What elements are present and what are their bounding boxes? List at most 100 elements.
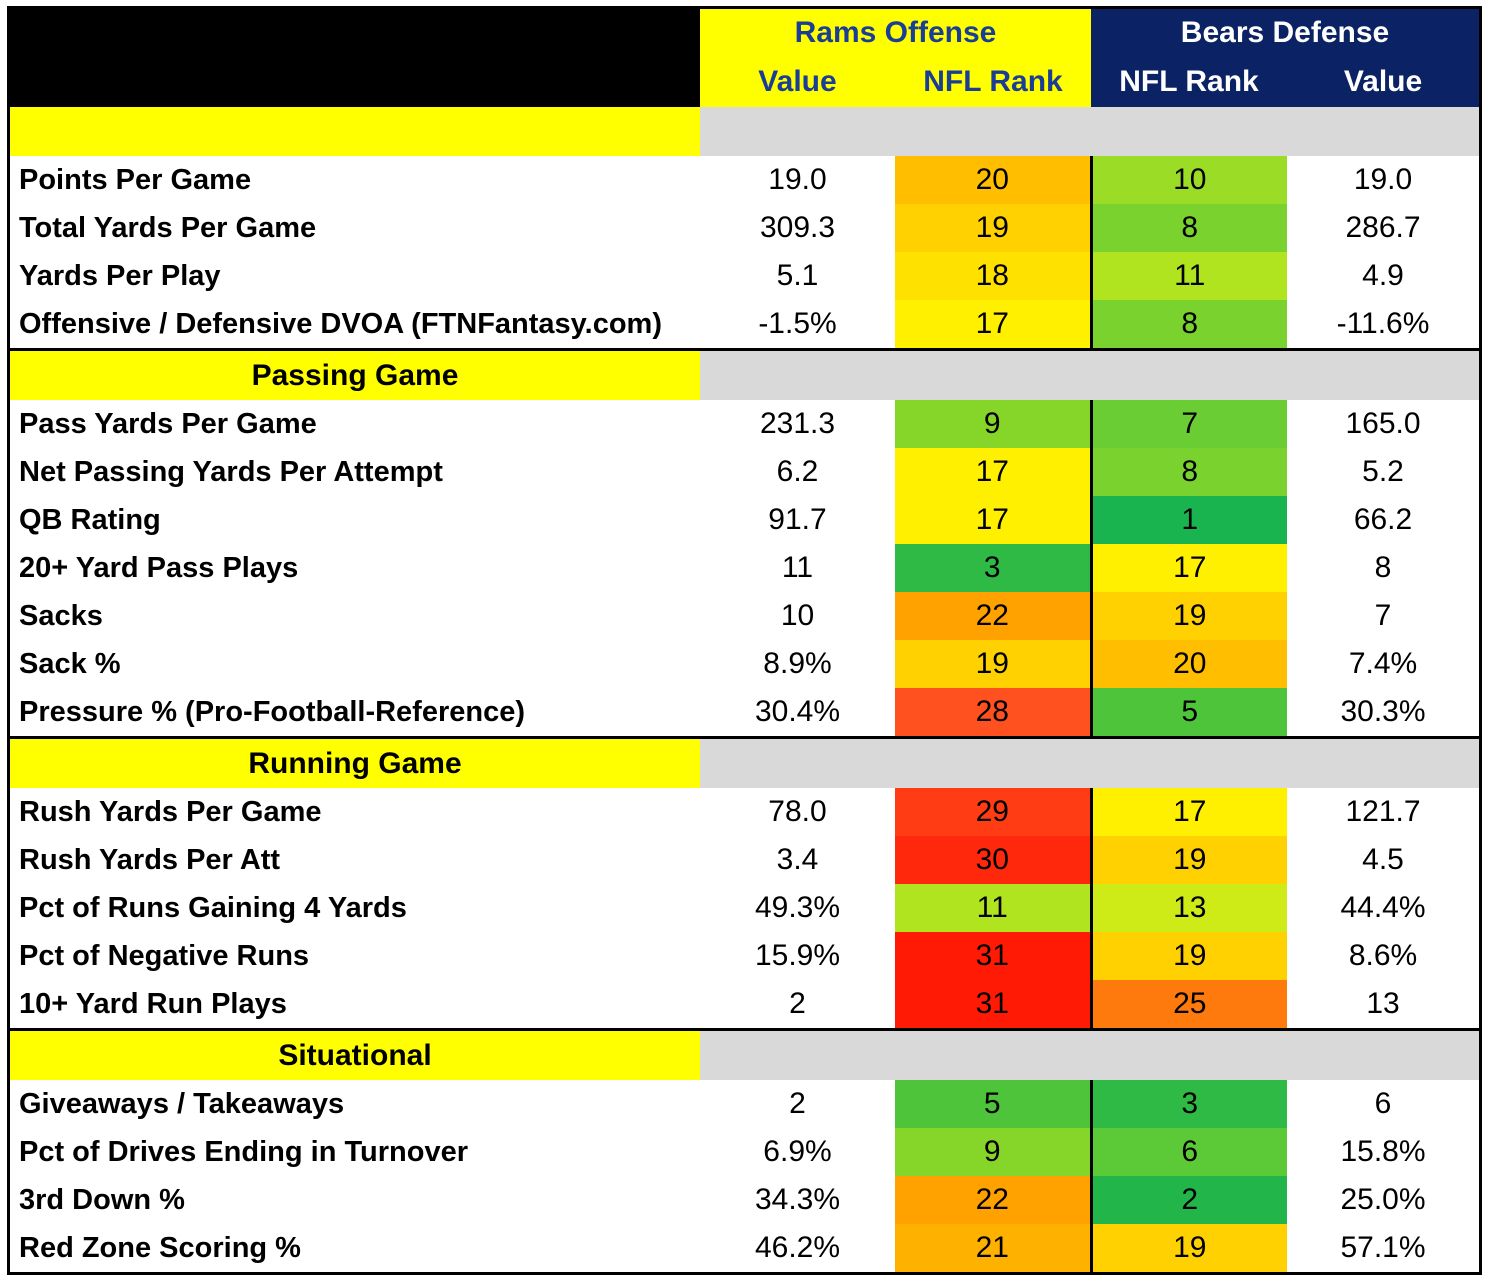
bears-rank: 3 — [1089, 1080, 1287, 1128]
bears-value: 165.0 — [1345, 407, 1421, 440]
bears-rank-header: NFL Rank — [1091, 57, 1287, 107]
bears-rank: 19 — [1089, 932, 1287, 980]
table-row: Rush Yards Per Att 3.4 30 19 4.5 — [10, 836, 1479, 884]
section-title: Running Game — [10, 736, 700, 788]
stat-label: Pct of Negative Runs — [19, 939, 310, 972]
matchup-stats-table: Rams Offense Bears Defense Value NFL Ran… — [7, 6, 1482, 1275]
rams-rank: 21 — [895, 1224, 1091, 1272]
bears-rank: 17 — [1089, 544, 1287, 592]
rams-rank: 19 — [895, 640, 1091, 688]
bears-value: 30.3% — [1340, 695, 1426, 728]
table-row: Pct of Drives Ending in Turnover 6.9% 9 6 15… — [10, 1128, 1479, 1176]
bears-rank: 7 — [1089, 400, 1287, 448]
bears-rank: 5 — [1089, 688, 1287, 738]
rams-value: 30.4% — [754, 695, 841, 728]
rams-value: 34.3% — [754, 1183, 841, 1216]
rams-rank: 5 — [895, 1080, 1091, 1128]
bears-value: 7.4% — [1348, 647, 1418, 680]
bears-rank: 8 — [1089, 204, 1287, 252]
rams-value: 2 — [789, 987, 806, 1020]
bears-rank: 25 — [1089, 980, 1287, 1030]
bears-rank: 8 — [1089, 300, 1287, 350]
bears-value: 66.2 — [1353, 503, 1413, 536]
rams-rank: 3 — [895, 544, 1091, 592]
rams-value: 15.9% — [754, 939, 841, 972]
rams-rank: 9 — [895, 1128, 1091, 1176]
rams-offense-title: Rams Offense — [700, 9, 1091, 57]
table-row: Pct of Runs Gaining 4 Yards 49.3% 11 13 44.4… — [10, 884, 1479, 932]
rams-value: 78.0 — [768, 795, 827, 828]
stat-label: Pass Yards Per Game — [19, 407, 317, 440]
bears-value: 286.7 — [1345, 211, 1421, 244]
rams-value: 10 — [780, 599, 815, 632]
section-title — [10, 107, 700, 156]
table-row: Total Yards Per Game 309.3 19 8 286.7 — [10, 204, 1479, 252]
rams-rank: 30 — [895, 836, 1091, 884]
bears-value: 4.9 — [1362, 259, 1404, 292]
bears-rank: 1 — [1089, 496, 1287, 544]
rams-value: 11 — [781, 551, 814, 584]
section-header: Passing Game — [10, 348, 1480, 400]
stat-label: Rush Yards Per Att — [19, 843, 281, 876]
bears-value: 4.5 — [1362, 843, 1404, 876]
rams-value: 46.2% — [754, 1231, 841, 1264]
section-spacer — [700, 348, 1480, 400]
bears-rank: 6 — [1089, 1128, 1287, 1176]
bears-rank: 2 — [1089, 1176, 1287, 1224]
section-header: Situational — [10, 1028, 1480, 1080]
stat-label: Points Per Game — [19, 163, 252, 196]
bears-value: 57.1% — [1340, 1231, 1426, 1264]
stat-label: Sack % — [19, 647, 121, 680]
section-header — [10, 107, 1480, 156]
section-header: Running Game — [10, 736, 1480, 788]
rams-value: 309.3 — [759, 211, 836, 244]
rams-value: 6.2 — [776, 455, 819, 488]
table-row: Yards Per Play 5.1 18 11 4.9 — [10, 252, 1479, 300]
stat-label: Pressure % (Pro-Football-Reference) — [19, 695, 526, 728]
rams-value-header: Value — [700, 57, 895, 107]
section-title: Passing Game — [10, 348, 700, 400]
table-row: Rush Yards Per Game 78.0 29 17 121.7 — [10, 788, 1479, 836]
table-row: Red Zone Scoring % 46.2% 21 19 57.1% — [10, 1224, 1479, 1272]
rams-value: 6.9% — [763, 1135, 832, 1168]
rams-rank: 29 — [895, 788, 1091, 836]
rams-value: 5.1 — [776, 259, 819, 292]
bears-rank: 19 — [1089, 836, 1287, 884]
bears-rank: 10 — [1089, 156, 1287, 204]
rams-rank: 17 — [895, 496, 1091, 544]
bears-rank: 11 — [1089, 252, 1287, 300]
rams-value: -1.5% — [758, 307, 837, 340]
rams-value: 3.4 — [776, 843, 819, 876]
bears-value: 121.7 — [1345, 795, 1421, 828]
stat-label: Pct of Drives Ending in Turnover — [19, 1135, 469, 1168]
table-row: Sack % 8.9% 19 20 7.4% — [10, 640, 1479, 688]
bears-rank: 19 — [1089, 592, 1287, 640]
rams-value: 8.9% — [763, 647, 832, 680]
stat-label: Total Yards Per Game — [19, 211, 317, 244]
stat-label: QB Rating — [19, 503, 161, 536]
table-row: Offensive / Defensive DVOA (FTNFantasy.c… — [10, 300, 1479, 350]
rams-rank: 18 — [895, 252, 1091, 300]
rams-rank-header: NFL Rank — [895, 57, 1091, 107]
table-row: Pct of Negative Runs 15.9% 31 19 8.6% — [10, 932, 1479, 980]
bears-value: 19.0 — [1353, 163, 1413, 196]
bears-value: 13 — [1366, 987, 1400, 1020]
table-row: 20+ Yard Pass Plays 11 3 17 8 — [10, 544, 1479, 592]
stat-label: 10+ Yard Run Plays — [19, 987, 287, 1020]
table-row: 10+ Yard Run Plays 2 31 25 13 — [10, 980, 1479, 1030]
stat-label: Giveaways / Takeaways — [19, 1087, 345, 1120]
stat-label: 20+ Yard Pass Plays — [19, 551, 299, 584]
stat-label: Pct of Runs Gaining 4 Yards — [19, 891, 407, 924]
rams-value: 19.0 — [768, 163, 827, 196]
header-black-block — [10, 9, 700, 107]
stat-label: Sacks — [19, 599, 103, 632]
stat-label: Offensive / Defensive DVOA (FTNFantasy.c… — [19, 307, 662, 340]
table-row: Pass Yards Per Game 231.3 9 7 165.0 — [10, 400, 1479, 448]
rams-value: 49.3% — [754, 891, 841, 924]
rams-rank: 17 — [895, 448, 1091, 496]
stat-label: Yards Per Play — [19, 259, 221, 292]
bears-value: 8.6% — [1348, 939, 1418, 972]
table-row: Net Passing Yards Per Attempt 6.2 17 8 5.2 — [10, 448, 1479, 496]
rams-rank: 19 — [895, 204, 1091, 252]
bears-value: 8 — [1374, 551, 1392, 584]
